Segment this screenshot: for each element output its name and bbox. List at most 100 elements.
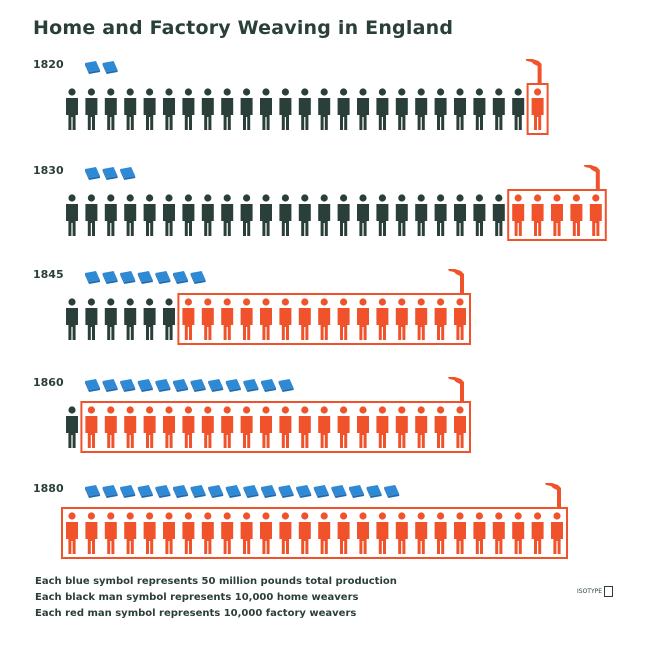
factory-weaver-1880-11 — [260, 512, 272, 554]
home-weaver-1830-1 — [66, 194, 78, 236]
home-weaver-1845-6 — [163, 298, 175, 340]
home-weaver-1830-18 — [395, 194, 408, 236]
home-weaver-1845-3 — [104, 298, 117, 340]
factory-box-1860 — [80, 401, 472, 453]
home-weaver-1830-17 — [376, 194, 389, 236]
production-symbol-1820-1 — [85, 61, 100, 74]
factory-weaver-1845-14 — [318, 298, 331, 340]
production-symbol-1845-5 — [155, 271, 171, 284]
home-weaver-1830-8 — [201, 194, 214, 236]
factory-weaver-1845-15 — [337, 298, 350, 340]
factory-weaver-1880-15 — [337, 512, 350, 554]
factory-weaver-1830-25 — [531, 194, 544, 236]
factory-weaver-1860-8 — [201, 406, 214, 448]
home-weaver-1830-5 — [143, 194, 156, 236]
factory-weaver-1845-20 — [434, 298, 447, 340]
production-symbol-1820-2 — [102, 61, 118, 74]
home-weaver-1845-5 — [143, 298, 156, 340]
factory-weaver-1860-19 — [415, 406, 428, 448]
production-symbol-1860-10 — [243, 379, 259, 392]
factory-weaver-1860-4 — [124, 406, 137, 448]
factory-weaver-1860-9 — [221, 406, 234, 448]
factory-weaver-1860-6 — [163, 406, 175, 448]
production-symbol-1845-1 — [85, 271, 100, 284]
factory-weaver-1860-11 — [260, 406, 272, 448]
year-label-1845: 1845 — [33, 268, 64, 281]
home-weaver-1845-1 — [66, 298, 78, 340]
home-weaver-1820-18 — [395, 88, 408, 130]
year-label-1830: 1830 — [33, 164, 64, 177]
factory-weaver-1880-8 — [201, 512, 214, 554]
factory-weaver-1830-26 — [551, 194, 563, 236]
home-weaver-1820-6 — [163, 88, 175, 130]
factory-weaver-1860-18 — [395, 406, 408, 448]
legend-home-weavers: Each black man symbol represents 10,000 … — [35, 592, 359, 603]
home-weaver-1820-2 — [85, 88, 98, 130]
home-weaver-1860-1 — [66, 406, 78, 448]
production-symbol-1880-2 — [102, 485, 118, 498]
home-weaver-1820-8 — [201, 88, 214, 130]
home-weaver-1830-2 — [85, 194, 98, 236]
production-symbol-1880-5 — [155, 485, 171, 498]
home-weaver-1820-15 — [337, 88, 350, 130]
home-weaver-1820-1 — [66, 88, 78, 130]
home-weaver-1830-16 — [357, 194, 369, 236]
home-weaver-1830-10 — [240, 194, 253, 236]
production-symbol-1880-12 — [278, 485, 294, 498]
factory-weaver-1845-10 — [240, 298, 253, 340]
factory-weaver-1820-25 — [531, 88, 544, 130]
factory-weaver-1880-4 — [124, 512, 137, 554]
home-weaver-1820-10 — [240, 88, 253, 130]
production-symbol-1845-7 — [190, 271, 206, 284]
home-weaver-1820-23 — [492, 88, 505, 130]
factory-weaver-1880-17 — [376, 512, 389, 554]
home-weaver-1820-24 — [512, 88, 525, 130]
home-weaver-1830-21 — [454, 194, 466, 236]
factory-weaver-1845-16 — [357, 298, 369, 340]
factory-weaver-1880-21 — [454, 512, 466, 554]
factory-weaver-1880-2 — [85, 512, 98, 554]
home-weaver-1820-3 — [104, 88, 117, 130]
production-symbol-1860-12 — [278, 379, 294, 392]
home-weaver-1830-23 — [492, 194, 505, 236]
production-symbol-1880-1 — [85, 485, 100, 498]
home-weaver-1820-4 — [124, 88, 137, 130]
home-weaver-1820-11 — [260, 88, 272, 130]
home-weaver-1820-12 — [279, 88, 292, 130]
factory-weaver-1860-20 — [434, 406, 447, 448]
production-symbol-1830-3 — [120, 167, 136, 180]
factory-weaver-1860-7 — [182, 406, 195, 448]
home-weaver-1820-5 — [143, 88, 156, 130]
factory-box-1845 — [177, 293, 471, 345]
production-symbol-1880-8 — [208, 485, 224, 498]
production-symbol-1880-6 — [173, 485, 188, 498]
factory-chimney-1860 — [448, 377, 464, 402]
home-weaver-1830-9 — [221, 194, 234, 236]
factory-weaver-1860-14 — [318, 406, 331, 448]
factory-weaver-1845-8 — [201, 298, 214, 340]
factory-weaver-1860-5 — [143, 406, 156, 448]
home-weaver-1830-4 — [124, 194, 137, 236]
production-symbol-1860-2 — [102, 379, 118, 392]
production-symbol-1880-10 — [243, 485, 259, 498]
production-symbol-1860-1 — [85, 379, 100, 392]
production-symbol-1845-6 — [173, 271, 188, 284]
production-symbol-1830-2 — [102, 167, 118, 180]
isotype-logo-icon — [604, 586, 614, 597]
production-symbol-1830-1 — [85, 167, 100, 180]
factory-weaver-1860-3 — [104, 406, 117, 448]
home-weaver-1830-22 — [473, 194, 486, 236]
home-weaver-1820-16 — [357, 88, 369, 130]
factory-weaver-1860-17 — [376, 406, 389, 448]
factory-weaver-1845-18 — [395, 298, 408, 340]
factory-weaver-1845-7 — [182, 298, 195, 340]
production-symbol-1860-4 — [137, 379, 153, 392]
factory-chimney-1830 — [583, 165, 600, 190]
home-weaver-1830-7 — [182, 194, 195, 236]
production-symbol-1860-9 — [225, 379, 241, 392]
factory-weaver-1860-10 — [240, 406, 253, 448]
factory-weaver-1880-23 — [492, 512, 505, 554]
factory-weaver-1880-26 — [551, 512, 563, 554]
factory-weaver-1880-9 — [221, 512, 234, 554]
production-symbol-1880-4 — [137, 485, 153, 498]
